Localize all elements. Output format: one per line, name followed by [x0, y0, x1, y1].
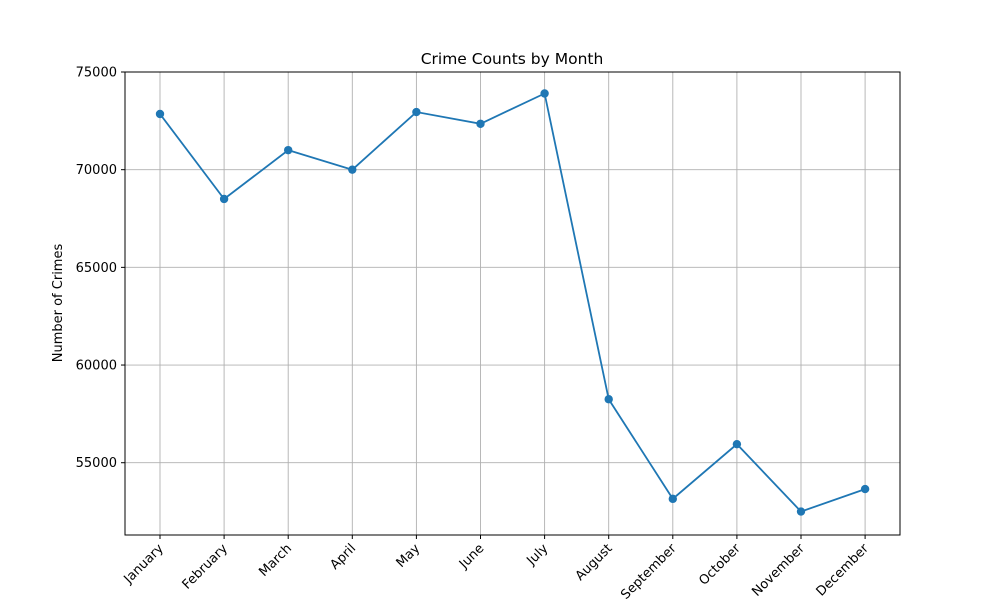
data-point	[668, 494, 677, 504]
x-tick-label: October	[696, 541, 744, 589]
plot-background	[125, 72, 900, 535]
x-tick-label: September	[618, 541, 680, 600]
y-tick-label: 75000	[76, 66, 117, 81]
data-point	[860, 484, 870, 494]
x-tick-label: March	[256, 541, 295, 580]
x-tick-label: December	[814, 541, 873, 600]
y-tick-label: 70000	[76, 163, 117, 178]
x-tick-label: January	[121, 541, 167, 587]
x-tick-label: November	[749, 541, 808, 600]
x-tick-label: August	[573, 541, 616, 584]
data-point	[219, 194, 229, 204]
plot-frame	[124, 71, 901, 536]
x-tick-label: April	[328, 541, 360, 573]
x-tick-label: June	[456, 541, 487, 572]
y-axis-label: Number of Crimes	[51, 244, 66, 363]
x-tick-label: July	[524, 541, 552, 569]
data-point	[732, 439, 742, 449]
data-point	[412, 107, 421, 117]
series	[155, 89, 870, 516]
y-tick-label: 55000	[76, 456, 117, 471]
data-point	[155, 109, 165, 119]
data-point	[796, 507, 806, 516]
x-tick-label: May	[394, 541, 424, 571]
x-tick-label: February	[180, 541, 232, 593]
data-point	[476, 119, 485, 128]
data-point	[348, 165, 357, 174]
chart-title: Crime Counts by Month	[421, 50, 604, 68]
series-line	[159, 92, 866, 513]
data-point	[540, 89, 549, 98]
y-tick-label: 60000	[76, 359, 117, 374]
data-point	[604, 395, 613, 404]
y-tick-label: 65000	[76, 261, 117, 276]
data-point	[284, 145, 293, 155]
